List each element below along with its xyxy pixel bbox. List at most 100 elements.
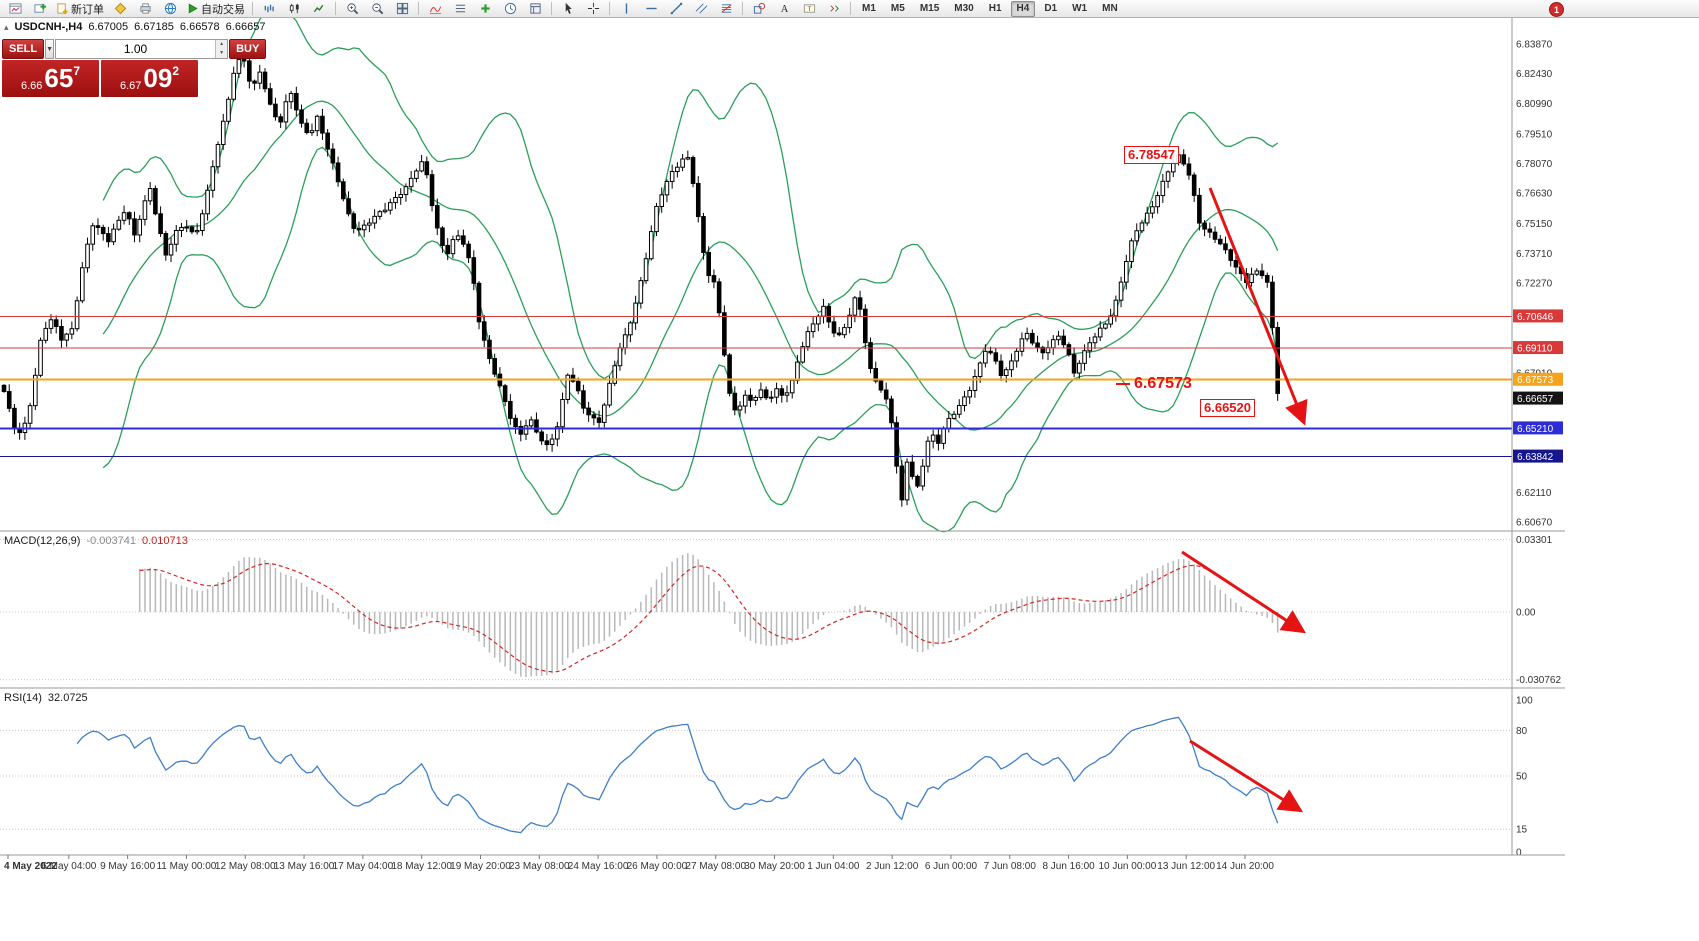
svg-text:T: T (807, 6, 811, 13)
svg-text:6.65210: 6.65210 (1517, 424, 1554, 435)
timeframe-m30-button[interactable]: M30 (954, 2, 974, 14)
timeframe-m1-button[interactable]: M1 (862, 2, 876, 14)
rsi-value: 32.0725 (47, 692, 88, 704)
timeframe-d1-button[interactable]: D1 (1044, 2, 1058, 14)
svg-text:0.03301: 0.03301 (1516, 535, 1553, 546)
top-toolbar: 新订单 自动交易 A T M1 M5 M15 M30 H1 H4 D1 W1 MN (0, 0, 1699, 18)
line-chart-button[interactable] (307, 0, 331, 18)
timeframe-h1-button[interactable]: H1 (988, 2, 1002, 14)
time-axis-label: 24 May 16:00 (568, 861, 629, 872)
buy-price-prefix: 6.67 (119, 80, 142, 92)
objects-list-button[interactable] (448, 0, 472, 18)
fibonacci-button[interactable] (714, 0, 738, 18)
time-axis-label: 10 Jun 00:00 (1098, 861, 1156, 872)
horizontal-line-button[interactable] (639, 0, 663, 18)
toolbar-separator (252, 2, 253, 15)
zoom-in-button[interactable] (340, 0, 364, 18)
time-axis-label: 9 May 16:00 (100, 861, 155, 872)
add-indicator-button[interactable] (473, 0, 497, 18)
price-axis-label: 6.73710 (1516, 249, 1553, 260)
annotation-low-price[interactable]: 6.66520 (1200, 399, 1255, 417)
time-axis-label: 11 May 00:00 (156, 861, 216, 872)
ohlc-open: 6.67005 (88, 21, 129, 33)
text-button[interactable]: A (772, 0, 796, 18)
chart-window-button[interactable] (3, 0, 27, 18)
trendline-button[interactable] (664, 0, 688, 18)
toolbar-separator (551, 2, 552, 15)
buy-price[interactable]: 6.67 09 2 (101, 60, 198, 97)
timeframe-mn-button[interactable]: MN (1102, 2, 1118, 14)
price-axis-label: 6.80990 (1516, 99, 1553, 110)
rsi-name: RSI(14) (4, 692, 42, 704)
trade-panel-collapse-arrow[interactable]: ▴ (4, 21, 9, 32)
zoom-out-button[interactable] (365, 0, 389, 18)
svg-text:6.67573: 6.67573 (1517, 375, 1554, 386)
bars-chart-button[interactable] (257, 0, 281, 18)
volume-input[interactable] (56, 40, 216, 58)
tile-windows-button[interactable] (390, 0, 414, 18)
chart-plus-button[interactable] (28, 0, 52, 18)
trend-arrow[interactable] (1181, 550, 1307, 634)
web-button[interactable] (158, 0, 182, 18)
trend-arrow[interactable] (1208, 187, 1308, 426)
timeframe-h4-button[interactable]: H4 (1010, 0, 1036, 17)
sell-price[interactable]: 6.66 65 7 (2, 60, 99, 97)
price-tag (1513, 449, 1563, 463)
chart-canvas[interactable]: 0.033010.00-0.03076210080501506.838706.8… (0, 18, 1565, 941)
trend-arrows[interactable] (1181, 187, 1308, 813)
crosshair-button[interactable] (581, 0, 605, 18)
annotation-support-price[interactable]: 6.67573 (1116, 375, 1192, 393)
volume-spinner[interactable]: ▲ ▼ (215, 40, 228, 58)
toolbar-separator (335, 2, 336, 15)
text-label-button[interactable]: T (797, 0, 821, 18)
cursor-button[interactable] (556, 0, 580, 18)
buy-price-pips: 09 (143, 63, 173, 93)
channel-button[interactable] (689, 0, 713, 18)
autotrade-button[interactable]: 自动交易 (183, 0, 248, 18)
chart-window: 0.03301 0.00 -0.030762 100 80 50 15 0 6.83870 6.8… (0, 18, 1565, 941)
notification-icon[interactable]: 1 (1549, 2, 1564, 17)
ohlc-close: 6.66657 (225, 21, 266, 33)
time-axis-label: 18 May 12:00 (391, 861, 452, 872)
gold-button[interactable] (108, 0, 132, 18)
buy-button[interactable]: BUY (229, 39, 267, 59)
new-order-button[interactable]: 新订单 (53, 0, 107, 18)
annotation-dash (1116, 383, 1130, 385)
price-axis-label: 6.75150 (1516, 219, 1553, 230)
indicators-button[interactable] (423, 0, 447, 18)
bollinger-middle (102, 100, 1279, 431)
toolbar-separator (742, 2, 743, 15)
macd-name: MACD(12,26,9) (4, 535, 81, 547)
sell-button[interactable]: SELL (2, 39, 45, 59)
price-axis-label: 6.82430 (1516, 69, 1553, 80)
rsi-line (76, 716, 1279, 834)
trend-arrow[interactable] (1189, 739, 1304, 813)
macd-main-value: -0.003741 (86, 535, 136, 547)
bollinger-lower (102, 146, 1279, 533)
time-axis-label: 27 May 08:00 (685, 861, 746, 872)
timeframe-m15-button[interactable]: M15 (919, 2, 940, 14)
svg-text:A: A (780, 4, 788, 15)
timeframe-m5-button[interactable]: M5 (890, 2, 905, 14)
time-axis-label: 13 May 16:00 (274, 861, 335, 872)
volume-preset-dropdown[interactable]: ▼ (45, 39, 55, 59)
time-axis-label: 1 Jun 04:00 (807, 861, 860, 872)
horizontal-lines[interactable] (0, 315, 1512, 458)
svg-text:6.63842: 6.63842 (1517, 452, 1554, 463)
symbol-name: USDCNH-,H4 (14, 21, 83, 33)
print-button[interactable] (133, 0, 157, 18)
svg-text:-0.030762: -0.030762 (1516, 675, 1561, 686)
timeframe-w1-button[interactable]: W1 (1072, 2, 1088, 14)
templates-button[interactable] (523, 0, 547, 18)
vertical-line-button[interactable] (614, 0, 638, 18)
annotation-high-price[interactable]: 6.78547 (1124, 146, 1179, 164)
price-axis-label: 6.72270 (1516, 278, 1553, 289)
arrows-button[interactable] (822, 0, 846, 18)
price-axis-label: 6.62110 (1516, 488, 1552, 499)
toolbar-separator (418, 2, 419, 15)
toolbar-separator (609, 2, 610, 15)
candles-chart-button[interactable] (282, 0, 306, 18)
shapes-button[interactable] (747, 0, 771, 18)
period-button[interactable] (498, 0, 522, 18)
